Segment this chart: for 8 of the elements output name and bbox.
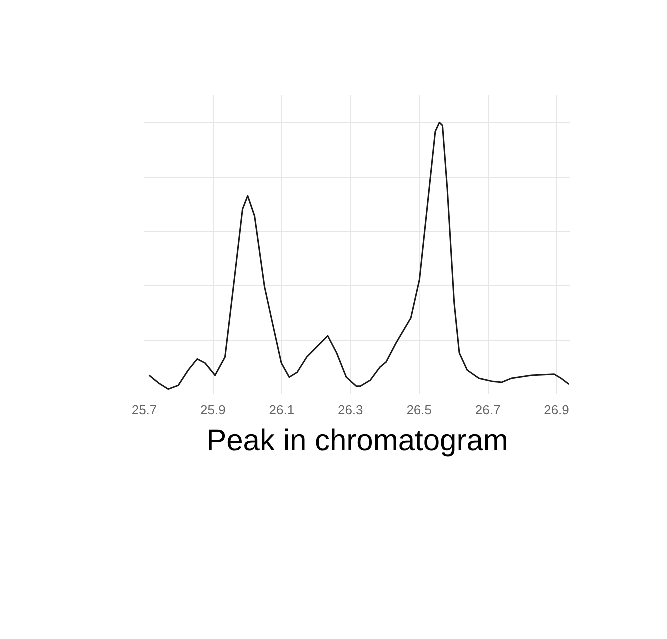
x-tick-label: 25.7	[132, 402, 158, 418]
x-tick-label: 26.5	[406, 402, 432, 418]
text: Peak in chromatogram	[206, 424, 508, 458]
x-tick-label: 26.1	[269, 402, 295, 418]
x-tick-label: 26.7	[475, 402, 501, 418]
x-tick-label: 25.9	[200, 402, 226, 418]
x-tick-label: 26.9	[544, 402, 570, 418]
x-tick-label: 26.3	[338, 402, 364, 418]
